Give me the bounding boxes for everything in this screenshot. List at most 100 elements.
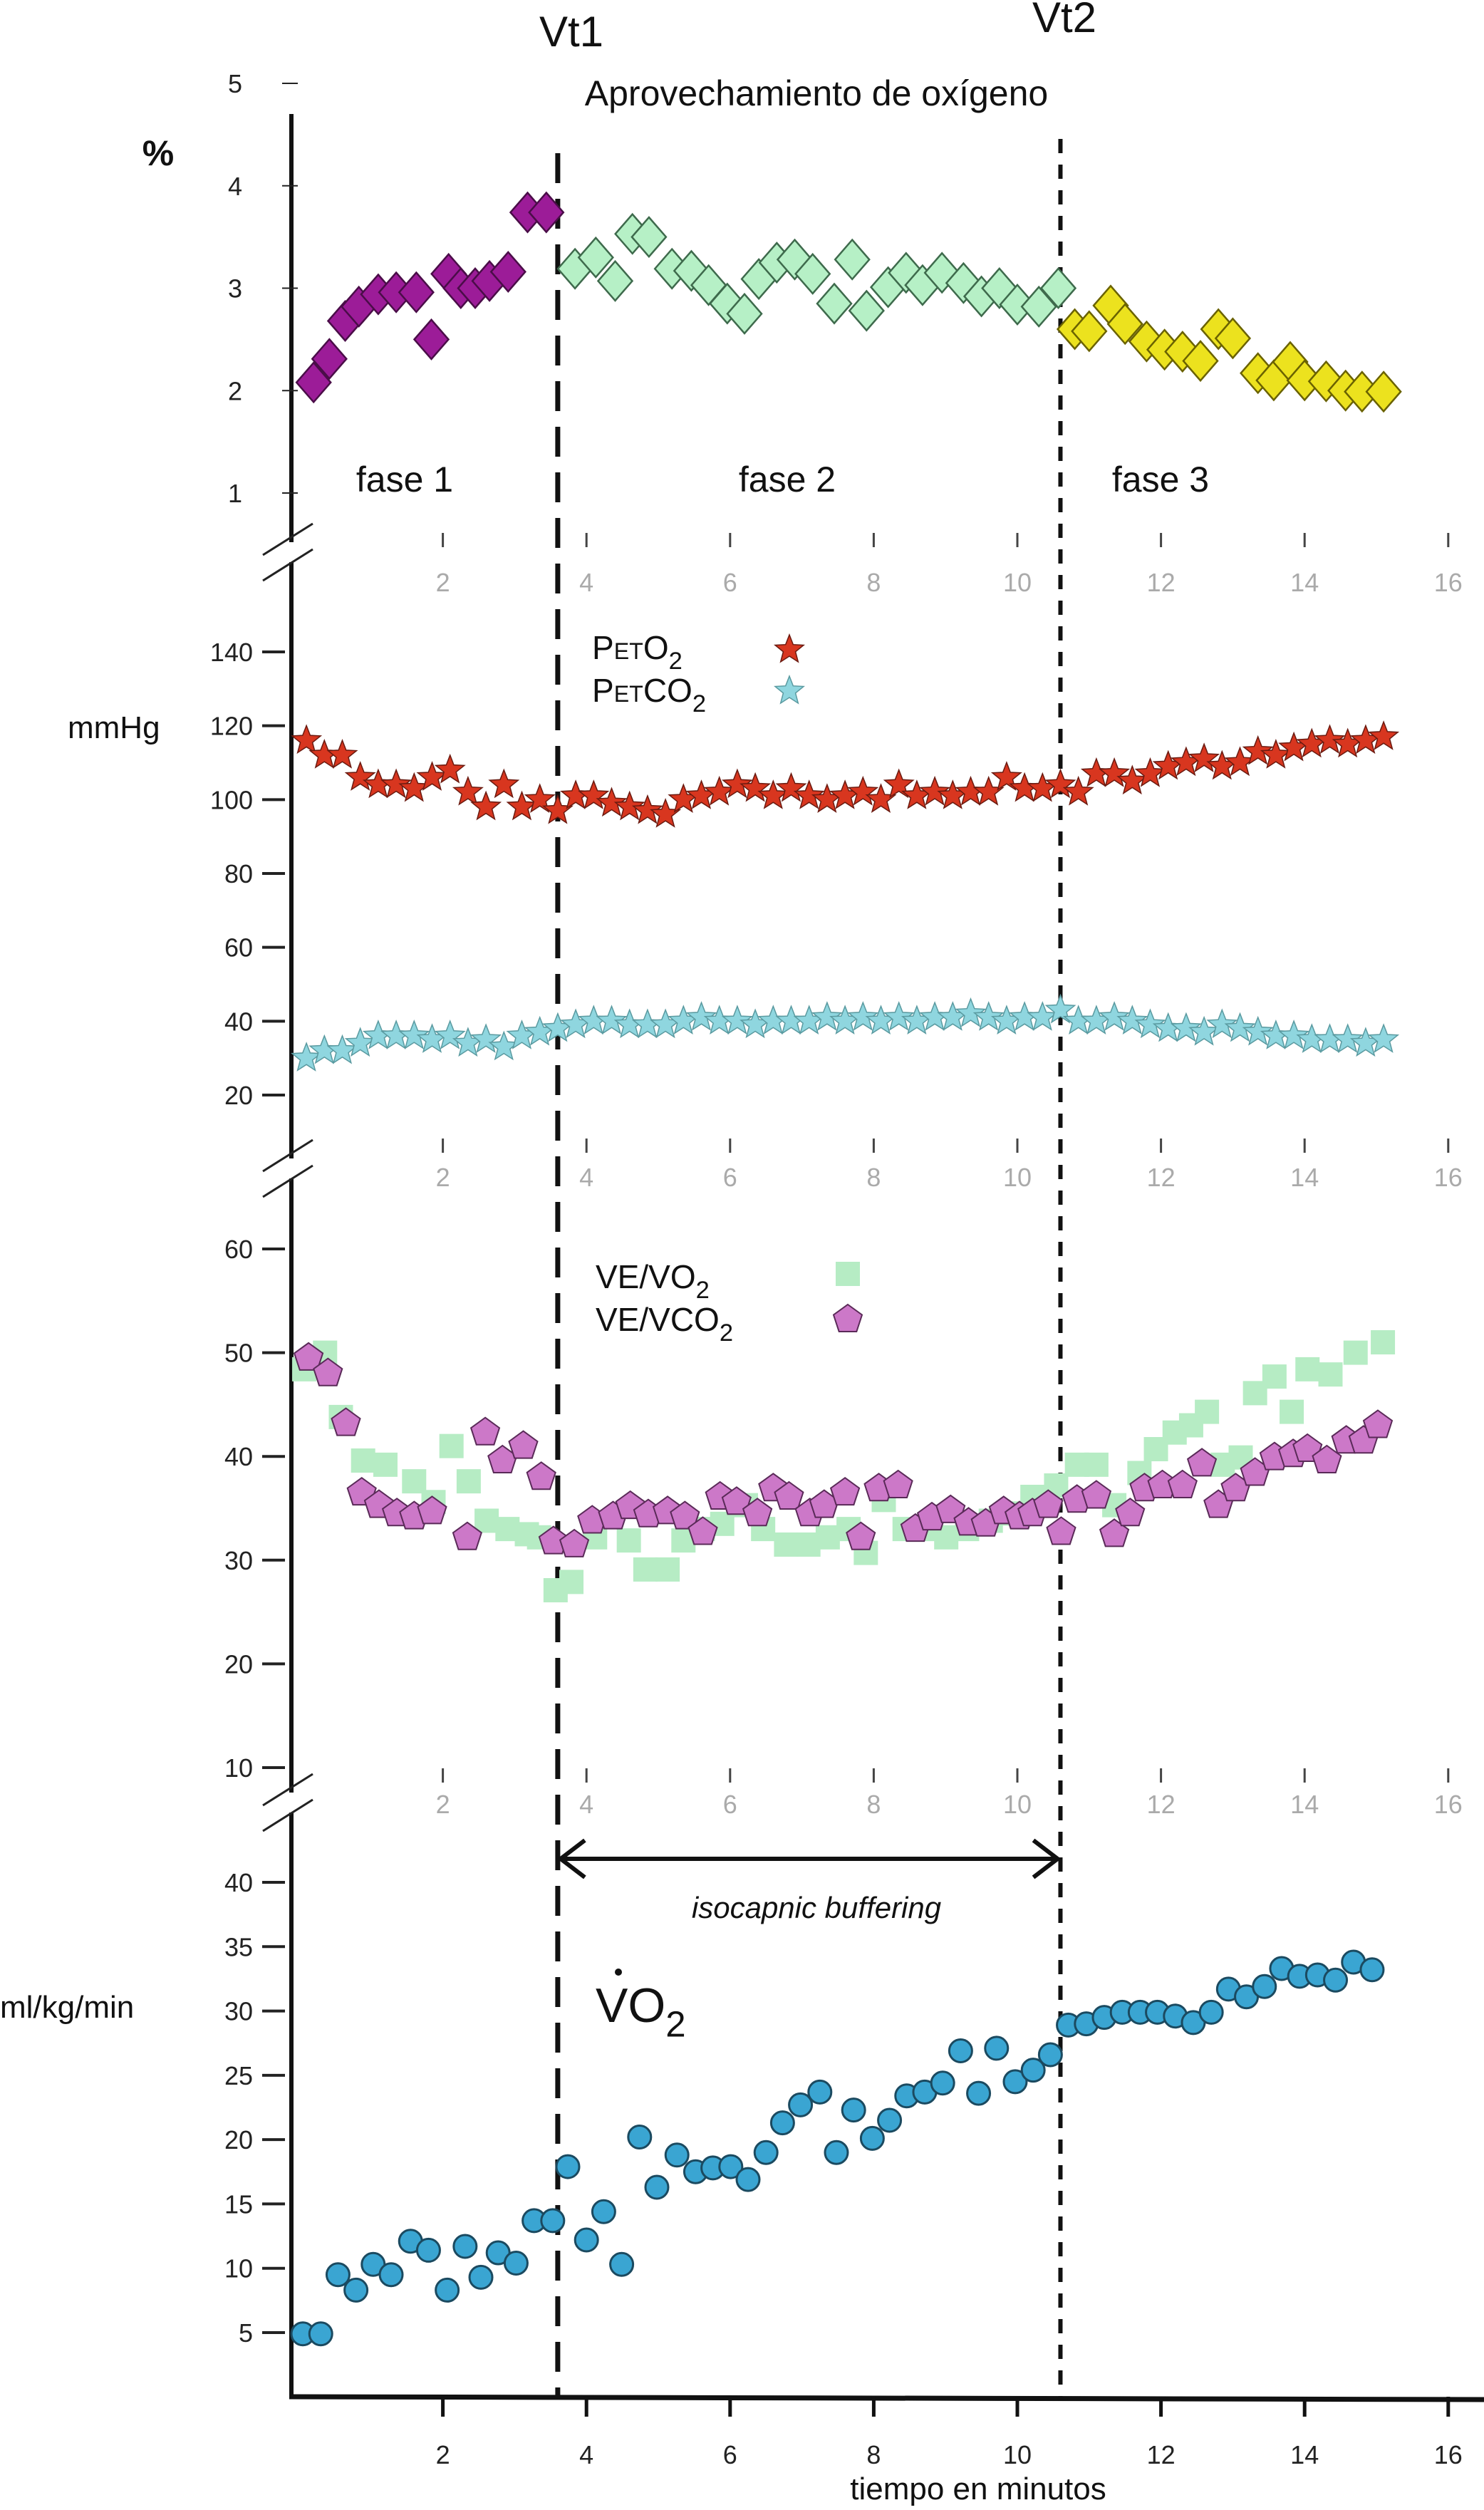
legend-ve-vo2-label: VE/VO2 bbox=[596, 1258, 710, 1304]
x-tick-label: 10 bbox=[1003, 1163, 1032, 1192]
fase3-label: fase 3 bbox=[1112, 460, 1209, 499]
legend-petco2-star-icon bbox=[774, 674, 805, 705]
fase2-label: fase 2 bbox=[739, 460, 836, 499]
x-tick-label: 2 bbox=[436, 1790, 450, 1819]
x-tick-label: 16 bbox=[1434, 1790, 1463, 1819]
vo2-point bbox=[824, 2140, 849, 2165]
vo2-point bbox=[609, 2251, 635, 2277]
peto2-point bbox=[488, 768, 520, 799]
y-tick-label: 40 bbox=[224, 1007, 253, 1036]
x-tick-label: 16 bbox=[1434, 1163, 1463, 1192]
ve-vco2-point bbox=[1362, 1409, 1394, 1438]
fase-2-point bbox=[923, 251, 960, 294]
arrow-head-right-icon bbox=[1032, 1838, 1062, 1879]
vo2-point bbox=[1323, 1967, 1349, 1993]
peto2-point bbox=[524, 783, 556, 813]
x-tick-label: 14 bbox=[1290, 1790, 1319, 1819]
ve-vco2-point bbox=[1115, 1498, 1146, 1527]
vo2-point bbox=[415, 2237, 441, 2263]
x-tick-label: 8 bbox=[866, 1790, 881, 1819]
y-tick-label: 4 bbox=[228, 172, 242, 201]
peto2-point bbox=[434, 753, 466, 784]
legend-peto2-label: PETO2 bbox=[592, 629, 683, 675]
x-tick-label: 10 bbox=[1003, 1790, 1032, 1819]
vt2-label: Vt2 bbox=[1032, 0, 1096, 41]
petco2-point bbox=[398, 1020, 430, 1049]
ve-vo2-point bbox=[1195, 1399, 1220, 1424]
peto2-point bbox=[775, 772, 807, 802]
ve-vco2-point bbox=[331, 1407, 361, 1436]
x-tick-label: 10 bbox=[1003, 568, 1032, 597]
vo2-point bbox=[1037, 2042, 1063, 2068]
fase-1-point bbox=[412, 318, 450, 361]
ve-vco2-point bbox=[1167, 1469, 1198, 1498]
petco2-point bbox=[1134, 1008, 1166, 1039]
legend-petco2-label: PETCO2 bbox=[592, 672, 706, 717]
ve-vco2-point bbox=[1312, 1444, 1342, 1473]
ve-vo2-point bbox=[1295, 1357, 1320, 1381]
peto2-point bbox=[380, 768, 412, 799]
ve-vo2-point bbox=[373, 1452, 398, 1477]
peto2-point bbox=[1134, 757, 1166, 787]
x-tick-label: 12 bbox=[1147, 568, 1176, 597]
fase-3-point bbox=[1182, 340, 1219, 383]
petco2-point bbox=[685, 1001, 717, 1031]
y-tick-label: 25 bbox=[224, 2061, 253, 2090]
ve-vo2-point bbox=[439, 1433, 464, 1458]
petco2-point bbox=[1044, 993, 1076, 1024]
petco2-point bbox=[1116, 1005, 1148, 1034]
vo2-point bbox=[308, 2321, 333, 2347]
fase-2-point bbox=[631, 216, 668, 259]
x-tick-label: 14 bbox=[1290, 568, 1319, 597]
x-tick-label: 14 bbox=[1290, 1163, 1319, 1192]
fase-1-point bbox=[311, 338, 348, 380]
arrow-head-left-icon bbox=[556, 1838, 586, 1879]
x-tick-label: 12 bbox=[1147, 1790, 1176, 1819]
petco2-point bbox=[344, 1027, 376, 1057]
y-tick-label: 40 bbox=[224, 1442, 253, 1471]
ve-vco2-point bbox=[1186, 1448, 1218, 1477]
ve-vco2-point bbox=[846, 1521, 876, 1550]
peto2-point bbox=[793, 779, 825, 809]
vo2-point bbox=[877, 2107, 903, 2133]
y-tick-label: 10 bbox=[224, 1753, 253, 1783]
fase-2-point bbox=[577, 236, 614, 279]
x-tick-label: 16 bbox=[1434, 568, 1463, 597]
peto2-point bbox=[757, 779, 789, 809]
fase-2-point bbox=[1020, 285, 1057, 328]
fase-3-point bbox=[1106, 303, 1143, 346]
ve-vo2-point bbox=[655, 1557, 680, 1582]
fase-2-point bbox=[1039, 266, 1077, 310]
vo2-point bbox=[930, 2070, 955, 2096]
y-tick-label: 60 bbox=[224, 1235, 253, 1264]
peto2-point bbox=[1062, 775, 1094, 806]
vo2-point bbox=[468, 2264, 494, 2290]
ve-vco2-point bbox=[313, 1357, 343, 1386]
vo2-point bbox=[984, 2036, 1010, 2061]
petco2-point bbox=[721, 1005, 753, 1034]
petco2-point bbox=[1170, 1012, 1202, 1042]
peto2-point bbox=[596, 787, 628, 817]
vo2-point bbox=[788, 2092, 814, 2117]
petco2-point bbox=[326, 1034, 358, 1064]
ve-vo2-point bbox=[1318, 1362, 1343, 1387]
x-tick-label: 10 bbox=[1003, 2440, 1032, 2469]
fase-1-point bbox=[528, 191, 565, 234]
x-tick-label: 8 bbox=[866, 568, 881, 597]
fase-2-point bbox=[673, 249, 710, 292]
legend-ve-vo2-square-icon bbox=[836, 1262, 860, 1286]
x-tick-label: 14 bbox=[1290, 2440, 1319, 2469]
y-tick-label: 140 bbox=[210, 638, 253, 667]
vo2-dot-accent-icon bbox=[615, 1969, 622, 1976]
peto2-point bbox=[1368, 720, 1400, 750]
ve-vo2-point bbox=[616, 1528, 641, 1553]
vo2-point bbox=[644, 2174, 670, 2200]
fase-2-point bbox=[834, 238, 871, 281]
ve-vo2-point bbox=[1343, 1340, 1368, 1365]
ve-vo2-point bbox=[402, 1469, 427, 1494]
x-tick-label: 4 bbox=[579, 568, 593, 597]
petco2-point bbox=[1188, 1015, 1220, 1046]
peto2-point bbox=[291, 724, 323, 754]
petco2-point bbox=[847, 1001, 879, 1031]
y-tick-label: 40 bbox=[224, 1868, 253, 1897]
